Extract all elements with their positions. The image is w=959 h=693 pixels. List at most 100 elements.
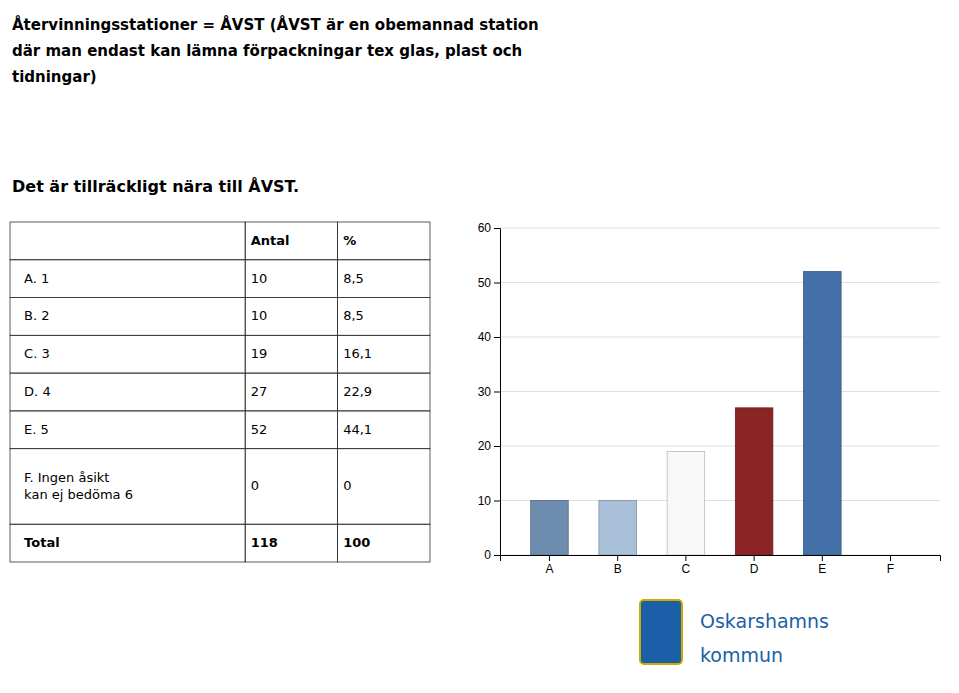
- text-line: 8,5: [343, 270, 364, 285]
- table-text: 27: [251, 384, 268, 399]
- table-cell: [10, 373, 245, 411]
- table-cell: [245, 524, 337, 562]
- table-cell: [338, 524, 430, 562]
- table-text: 8,5: [343, 308, 364, 323]
- table-cell: [10, 222, 245, 260]
- table-text: 22,9: [343, 384, 372, 399]
- table-cell: [10, 298, 245, 336]
- table-text: 16,1: [343, 346, 372, 361]
- tick-mark: [494, 392, 500, 393]
- logo-text: Oskarshamns: [700, 610, 829, 632]
- table-text: 0: [251, 478, 259, 493]
- tick: A: [545, 555, 553, 576]
- tick: F: [887, 555, 894, 576]
- tick-label: E: [818, 562, 826, 576]
- text-line: där man endast kan lämna förpackningar t…: [12, 42, 522, 60]
- y-axis: 0 10 20 30 40 50 60: [478, 221, 501, 562]
- text-line: 44,1: [343, 421, 372, 436]
- chart: Återvinningsstationer = ÅVST (ÅVST är en…: [0, 0, 959, 693]
- table-cell: [10, 524, 245, 562]
- tick-label: 40: [478, 330, 492, 344]
- bar: [872, 555, 910, 556]
- table-cell: [338, 373, 430, 411]
- table-text: C. 3: [24, 346, 50, 361]
- tick-label: 50: [478, 276, 492, 290]
- tick: C: [682, 555, 691, 576]
- text-line: 16,1: [343, 346, 372, 361]
- tick: D: [750, 555, 759, 576]
- text-line: Total: [24, 535, 60, 550]
- table-text: F. Ingen åsiktkan ej bedöma 6: [24, 469, 133, 501]
- logo-text: kommun: [700, 644, 783, 666]
- tick: 10: [478, 494, 500, 508]
- tick: B: [614, 555, 622, 576]
- text-line: 8,5: [343, 308, 364, 323]
- table-cell: [10, 260, 245, 298]
- tick: 60: [478, 221, 500, 235]
- table-text: %: [343, 232, 356, 247]
- text-line: 100: [343, 535, 370, 550]
- tick-mark: [754, 555, 755, 561]
- text-line: 10: [251, 308, 268, 323]
- tick-label: C: [682, 562, 691, 576]
- tick-label: 20: [478, 439, 492, 453]
- text-line: tidningar): [12, 68, 97, 86]
- table-text: 19: [251, 346, 268, 361]
- bars: [531, 272, 841, 555]
- text-line: Antal: [251, 232, 290, 247]
- tick-mark: [494, 228, 500, 229]
- table-cell: [338, 222, 430, 260]
- table-cell: [10, 449, 245, 525]
- table-text: 10: [251, 308, 268, 323]
- table-cell: [245, 335, 337, 373]
- tick-mark: [549, 555, 550, 561]
- tick: 0: [484, 548, 500, 562]
- text-line: %: [343, 232, 356, 247]
- table-cell: [338, 411, 430, 449]
- tick-mark: [494, 446, 500, 447]
- table-text: A. 1: [24, 270, 49, 285]
- x-axis: A B C D E F: [501, 555, 941, 576]
- text-line: kan ej bedöma 6: [24, 486, 133, 501]
- grid-line: [500, 446, 940, 447]
- tick: 20: [478, 439, 500, 453]
- text-line: D. 4: [24, 384, 51, 399]
- tick-mark: [822, 555, 823, 561]
- table-text: 100: [343, 535, 370, 550]
- table-cell: [338, 298, 430, 336]
- tick-label: 10: [478, 494, 492, 508]
- title: Återvinningsstationer = ÅVST (ÅVST är en…: [12, 15, 539, 86]
- tick-label: 0: [484, 548, 491, 562]
- table-cell: [245, 298, 337, 336]
- tick-label: D: [750, 562, 759, 576]
- bar: [804, 272, 842, 555]
- text-line: B. 2: [24, 308, 49, 323]
- grid-line: [500, 228, 940, 229]
- table-text: 0: [343, 478, 351, 493]
- table-cell: [245, 373, 337, 411]
- text-line: 0: [251, 478, 259, 493]
- tick-label: B: [614, 562, 622, 576]
- table-cell: [245, 449, 337, 525]
- bar: [531, 501, 569, 556]
- grid-line: [500, 282, 940, 283]
- grid-line: [500, 391, 940, 392]
- table-text: B. 2: [24, 308, 49, 323]
- logo: Oskarshamns kommun: [640, 600, 829, 666]
- table-cell: [338, 449, 430, 525]
- table-cell: [245, 222, 337, 260]
- table: Antal% A. 1 10 8,5 B. 2 10 8,5 C. 3 19 16,1 D. 4 27…: [0, 0, 430, 562]
- tick: 50: [478, 276, 500, 290]
- grid: [500, 228, 940, 555]
- tick-mark: [494, 337, 500, 338]
- text-line: 52: [251, 421, 268, 436]
- bar: [735, 408, 773, 555]
- tick-mark: [494, 555, 500, 556]
- text-line: A. 1: [24, 270, 49, 285]
- text-line: 10: [251, 270, 268, 285]
- tick-label: 30: [478, 385, 492, 399]
- tick-mark: [494, 283, 500, 284]
- bar: [667, 451, 705, 555]
- logo-shield: [640, 600, 682, 664]
- table-text: D. 4: [24, 384, 51, 399]
